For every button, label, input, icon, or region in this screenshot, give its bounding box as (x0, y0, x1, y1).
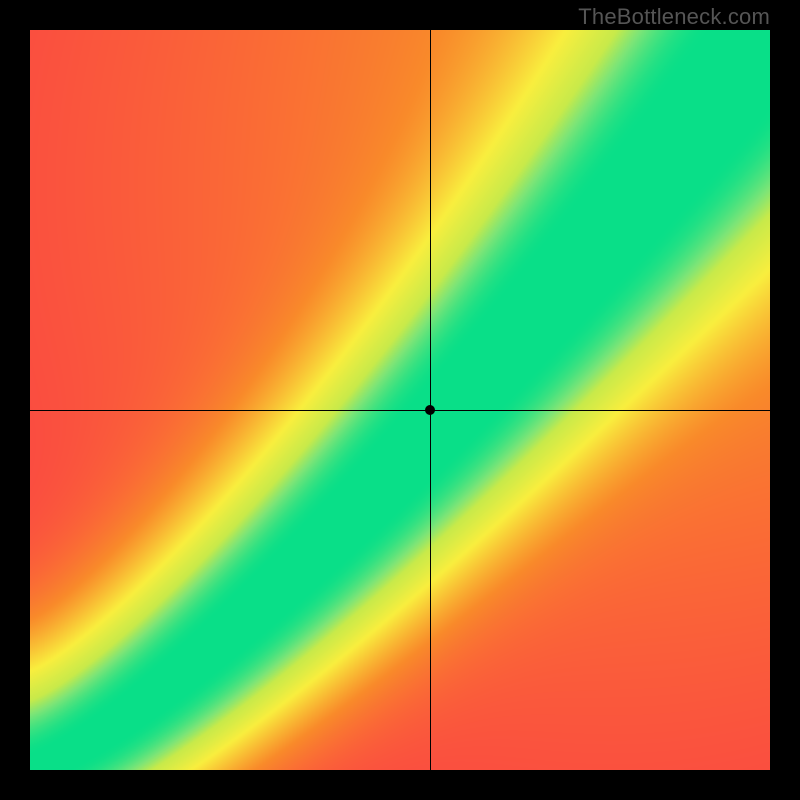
crosshair-dot (425, 405, 435, 415)
heatmap-canvas (30, 30, 770, 770)
watermark-text: TheBottleneck.com (578, 4, 770, 30)
heatmap-chart (30, 30, 770, 770)
crosshair-horizontal (30, 410, 770, 411)
crosshair-vertical (430, 30, 431, 770)
